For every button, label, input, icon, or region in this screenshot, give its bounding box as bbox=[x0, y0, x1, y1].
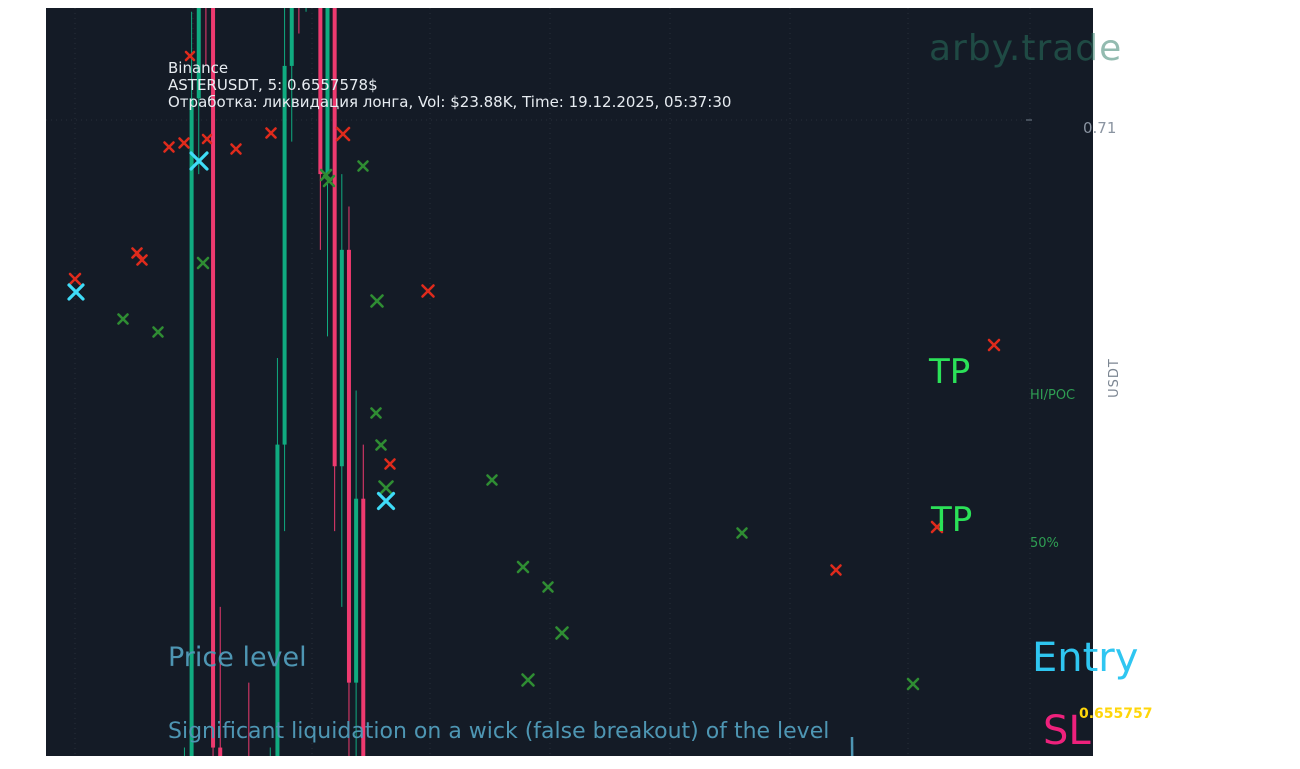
signal-mark-cyan-x bbox=[67, 283, 85, 301]
note-arrow-shaft bbox=[850, 736, 854, 756]
liquidation-mark-red-x bbox=[930, 520, 944, 534]
liquidation-mark-red-x bbox=[201, 133, 213, 145]
liquidation-mark-green-x bbox=[152, 326, 164, 338]
liquidation-mark-green-x bbox=[555, 626, 569, 640]
signal-mark-cyan-x bbox=[376, 491, 396, 511]
liquidation-mark-red-x bbox=[987, 338, 1001, 352]
signal-mark-cyan-x bbox=[189, 151, 209, 171]
candle-body-up bbox=[275, 444, 280, 756]
candlestick-chart-surface[interactable] bbox=[46, 8, 1093, 756]
liquidation-mark-red-x bbox=[384, 458, 396, 470]
price-axis-label: 0.71 bbox=[1083, 119, 1117, 137]
liquidation-mark-red-x bbox=[230, 143, 242, 155]
chart-canvas[interactable]: Binance ASTERUSDT, 5: 0.6557578$ Отработ… bbox=[46, 8, 1153, 756]
candle-body-down bbox=[332, 8, 337, 467]
liquidation-mark-red-x bbox=[421, 284, 435, 298]
price-axis-unit: USDT bbox=[1106, 358, 1122, 398]
candle-body-up bbox=[282, 65, 287, 445]
exchange-name: Binance bbox=[168, 59, 229, 77]
liquidation-mark-green-x bbox=[357, 160, 369, 172]
arby-trade-watermark: arby.trade bbox=[929, 28, 1123, 69]
candle-body-down bbox=[346, 249, 351, 683]
liquidation-mark-green-x bbox=[322, 174, 336, 188]
liquidation-mark-green-x bbox=[906, 677, 920, 691]
candle-body-down bbox=[211, 8, 216, 748]
liquidation-mark-red-x bbox=[830, 564, 842, 576]
candle-body-up bbox=[354, 498, 359, 683]
liquidation-mark-green-x bbox=[375, 439, 387, 451]
liquidation-mark-green-x bbox=[378, 480, 394, 496]
candle-body-up bbox=[189, 98, 194, 756]
tp2-tag-50pct: 50% bbox=[1030, 536, 1059, 551]
tp1-label: TP bbox=[929, 352, 971, 392]
candle-body-down bbox=[361, 498, 366, 756]
liquidation-mark-green-x bbox=[736, 527, 748, 539]
signal-meta-line: Отработка: ликвидация лонга, Vol: $23.88… bbox=[168, 93, 732, 111]
chart-legend: Binance ASTERUSDT, 5: 0.6557578$ Отработ… bbox=[168, 60, 731, 111]
liquidation-price-label: 0.655757 bbox=[1079, 706, 1153, 722]
candle-body-up bbox=[339, 249, 344, 467]
liquidation-mark-red-x bbox=[178, 137, 190, 149]
liquidation-mark-green-x bbox=[370, 407, 382, 419]
liquidation-mark-green-x bbox=[117, 313, 129, 325]
tp2-label: TP bbox=[931, 500, 973, 540]
candle-body-down bbox=[218, 747, 223, 756]
tp1-tag-hi-poc: HI/POC bbox=[1030, 388, 1076, 403]
liquidation-mark-red-x bbox=[335, 126, 351, 142]
candle-body-up bbox=[196, 8, 201, 99]
candle-body-up bbox=[289, 8, 294, 66]
liquidation-mark-red-x bbox=[163, 141, 175, 153]
liquidation-mark-green-x bbox=[486, 474, 498, 486]
liquidation-mark-red-x bbox=[131, 247, 143, 259]
liquidation-note: Significant liquidation on a wick (false… bbox=[168, 719, 830, 744]
liquidation-mark-green-x bbox=[516, 560, 530, 574]
liquidation-mark-green-x bbox=[521, 673, 535, 687]
liquidation-mark-red-x bbox=[136, 254, 148, 266]
liquidation-mark-red-x bbox=[184, 50, 196, 62]
candle-body-down bbox=[318, 8, 323, 175]
liquidation-mark-green-x bbox=[319, 168, 333, 182]
liquidation-mark-green-x bbox=[542, 581, 554, 593]
candle-body-up bbox=[325, 8, 330, 175]
liquidation-mark-red-x bbox=[265, 127, 277, 139]
liquidation-mark-green-x bbox=[196, 256, 210, 270]
sl-label: SL bbox=[1043, 708, 1091, 754]
symbol-interval-price: ASTERUSDT, 5: 0.6557578$ bbox=[168, 76, 378, 94]
liquidation-mark-green-x bbox=[370, 294, 384, 308]
liquidation-mark-red-x bbox=[68, 272, 82, 286]
price-level-label: Price level bbox=[168, 642, 307, 673]
entry-label: Entry bbox=[1032, 635, 1139, 681]
